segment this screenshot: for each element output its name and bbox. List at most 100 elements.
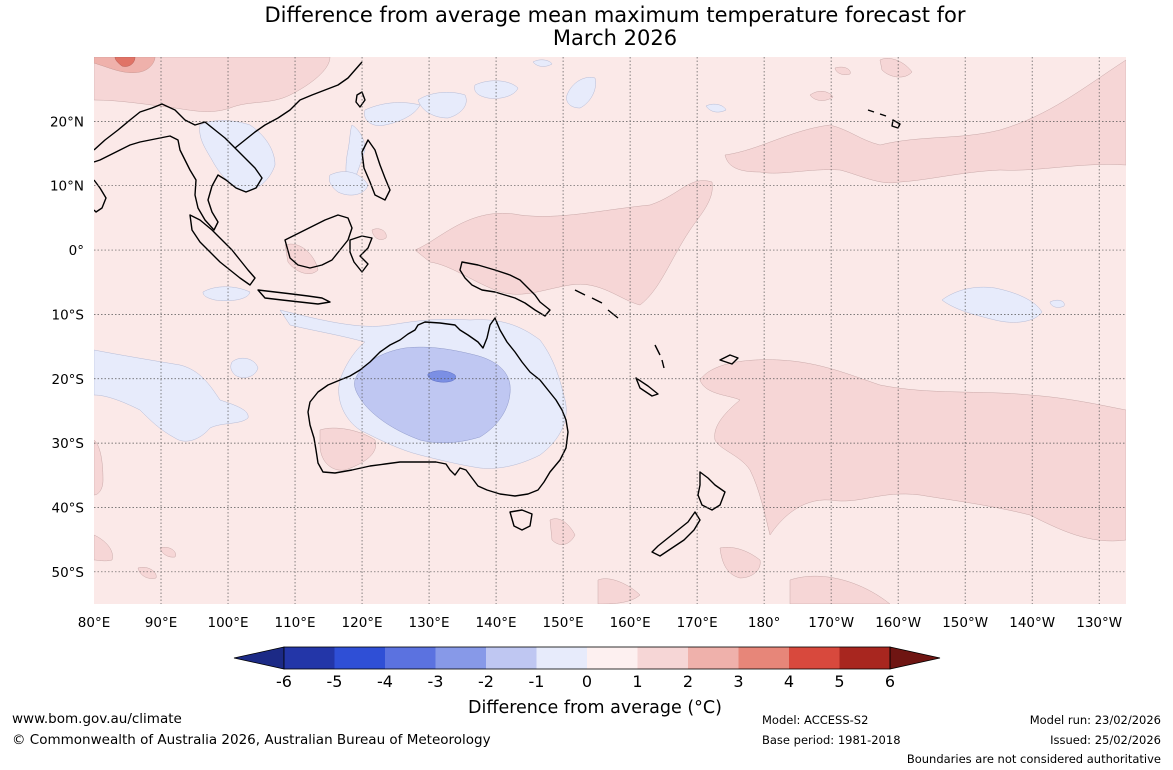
colorbar-swatch bbox=[435, 647, 486, 669]
colorbar-extend-high bbox=[889, 646, 941, 670]
website-link[interactable]: www.bom.gov.au/climate bbox=[12, 711, 182, 727]
cool-region-pacific-north5 bbox=[705, 103, 727, 113]
warm-region-north-pacific bbox=[724, 59, 1126, 184]
warm-region-west-australia bbox=[94, 439, 104, 496]
cool-region-sumatra-south bbox=[202, 286, 251, 301]
latitude-label: 10°S bbox=[52, 307, 85, 323]
warm-region-north-pacific-patch3 bbox=[834, 66, 851, 75]
cool-region-pacific-north1 bbox=[417, 92, 467, 119]
colorbar: -6 -5 -4 -3 -2 -1 0 1 2 3 4 5 6 bbox=[233, 646, 941, 691]
colorbar-tick-label: -6 bbox=[276, 672, 292, 691]
longitude-label: 100°E bbox=[207, 615, 248, 631]
map-title-line2: March 2026 bbox=[552, 26, 678, 50]
map-title-line1: Difference from average mean maximum tem… bbox=[264, 3, 966, 27]
map-title: Difference from average mean maximum tem… bbox=[0, 4, 1173, 50]
coastline-mainland-se-asia bbox=[94, 103, 263, 231]
coastline-new-zealand-north bbox=[697, 471, 726, 511]
colorbar-tick-label: -2 bbox=[478, 672, 494, 691]
colorbar-swatch bbox=[486, 647, 537, 669]
longitude-label: 130°W bbox=[1076, 615, 1122, 631]
latitude-label: 50°S bbox=[52, 565, 85, 581]
colorbar-tick-label: 3 bbox=[733, 672, 743, 691]
coastline-borneo bbox=[284, 214, 353, 269]
warm-region-south-pacific-far2 bbox=[789, 575, 891, 604]
longitude-label: 90°E bbox=[145, 615, 177, 631]
colorbar-tick-label: 1 bbox=[632, 672, 642, 691]
colorbar-tick-label: 2 bbox=[683, 672, 693, 691]
cool-region-pacific-north3 bbox=[566, 77, 596, 109]
latitude-label: 10°N bbox=[50, 179, 84, 195]
longitude-label: 160°E bbox=[610, 615, 651, 631]
coastline-china bbox=[234, 61, 363, 149]
warm-region-north-pacific-patch bbox=[879, 58, 913, 78]
coastline-philippines bbox=[361, 139, 391, 201]
warm-region-southern-patch1 bbox=[137, 567, 157, 579]
cool-region-indian-ocean bbox=[94, 349, 249, 442]
warm-region-south-pacific bbox=[699, 359, 1126, 542]
warm-anomaly-regions bbox=[94, 57, 1126, 604]
graticule bbox=[94, 57, 1126, 604]
colorbar-tick-label: -5 bbox=[327, 672, 343, 691]
cool-region-core-spot bbox=[427, 370, 456, 383]
coastline-vanuatu bbox=[654, 344, 665, 369]
colorbar-swatch bbox=[839, 647, 890, 669]
longitude-label: 80°E bbox=[78, 615, 110, 631]
cool-region-philippines-east bbox=[364, 102, 421, 126]
coastline-taiwan bbox=[355, 91, 366, 108]
warm-region-celebes bbox=[371, 228, 387, 240]
model-run-text: Model run: 23/02/2026 bbox=[1029, 713, 1161, 727]
warm-region-southwest bbox=[94, 534, 113, 562]
warm-region-tasman bbox=[549, 518, 576, 545]
coastline-fiji bbox=[719, 354, 739, 365]
longitude-label: 150°E bbox=[543, 615, 584, 631]
longitude-label: 120°E bbox=[342, 615, 383, 631]
colorbar-swatch bbox=[688, 647, 739, 669]
colorbar-swatch bbox=[334, 647, 385, 669]
warm-region-equatorial-pacific bbox=[414, 180, 713, 306]
warm-region-himalaya-core bbox=[114, 57, 136, 67]
coastline-solomons bbox=[574, 289, 619, 319]
colorbar-tick-label: -3 bbox=[428, 672, 444, 691]
colorbar-swatch bbox=[536, 647, 587, 669]
longitude-label: 140°W bbox=[1009, 615, 1055, 631]
cool-anomaly-regions bbox=[94, 59, 1065, 469]
longitude-label: 150°W bbox=[942, 615, 988, 631]
coastline-tasmania bbox=[509, 509, 533, 531]
cool-region-indochina bbox=[199, 120, 276, 193]
warm-region-asia-north bbox=[94, 57, 331, 112]
latitude-label: 40°S bbox=[52, 500, 85, 516]
colorbar-label: Difference from average (°C) bbox=[468, 698, 722, 718]
latitude-labels: 20°N 10°N 0° 10°S 20°S 30°S 40°S 50°S bbox=[50, 114, 84, 580]
colorbar-swatch bbox=[789, 647, 840, 669]
cool-region-indian-ocean-small bbox=[230, 357, 259, 378]
copyright-text: © Commonwealth of Australia 2026, Austra… bbox=[12, 732, 491, 748]
latitude-label: 0° bbox=[69, 243, 84, 259]
coastline-new-zealand-south bbox=[651, 511, 701, 557]
longitude-labels: 80°E 90°E 100°E 110°E 120°E 130°E 140°E 150°E 16… bbox=[78, 615, 1122, 631]
colorbar-tick-label: -1 bbox=[529, 672, 545, 691]
cool-region-southern-pacific-east bbox=[941, 286, 1043, 323]
coastline-new-guinea bbox=[459, 261, 551, 317]
cool-region-pacific-east-small bbox=[1049, 299, 1065, 308]
coastline-new-caledonia bbox=[635, 377, 659, 397]
longitude-label: 180° bbox=[748, 615, 781, 631]
coastline-java bbox=[257, 289, 331, 305]
coastlines bbox=[94, 61, 901, 557]
longitude-label: 140°E bbox=[476, 615, 517, 631]
coastline-sumatra bbox=[189, 214, 256, 286]
colorbar-swatch bbox=[637, 647, 688, 669]
warm-region-north-pacific-patch2 bbox=[809, 90, 834, 101]
coastline-india-east bbox=[94, 179, 107, 213]
coastline-australia bbox=[307, 317, 569, 497]
colorbar-swatch bbox=[385, 647, 436, 669]
map-plot-area bbox=[94, 57, 1126, 604]
colorbar-swatch bbox=[738, 647, 789, 669]
colorbar-tick-label: 6 bbox=[885, 672, 895, 691]
colorbar-tick-label: -4 bbox=[377, 672, 393, 691]
warm-region-nz-south bbox=[719, 547, 761, 579]
longitude-label: 110°E bbox=[275, 615, 316, 631]
warm-region-south-pacific-far bbox=[597, 578, 641, 604]
colorbar-extend-low bbox=[233, 646, 285, 670]
longitude-label: 160°W bbox=[875, 615, 921, 631]
